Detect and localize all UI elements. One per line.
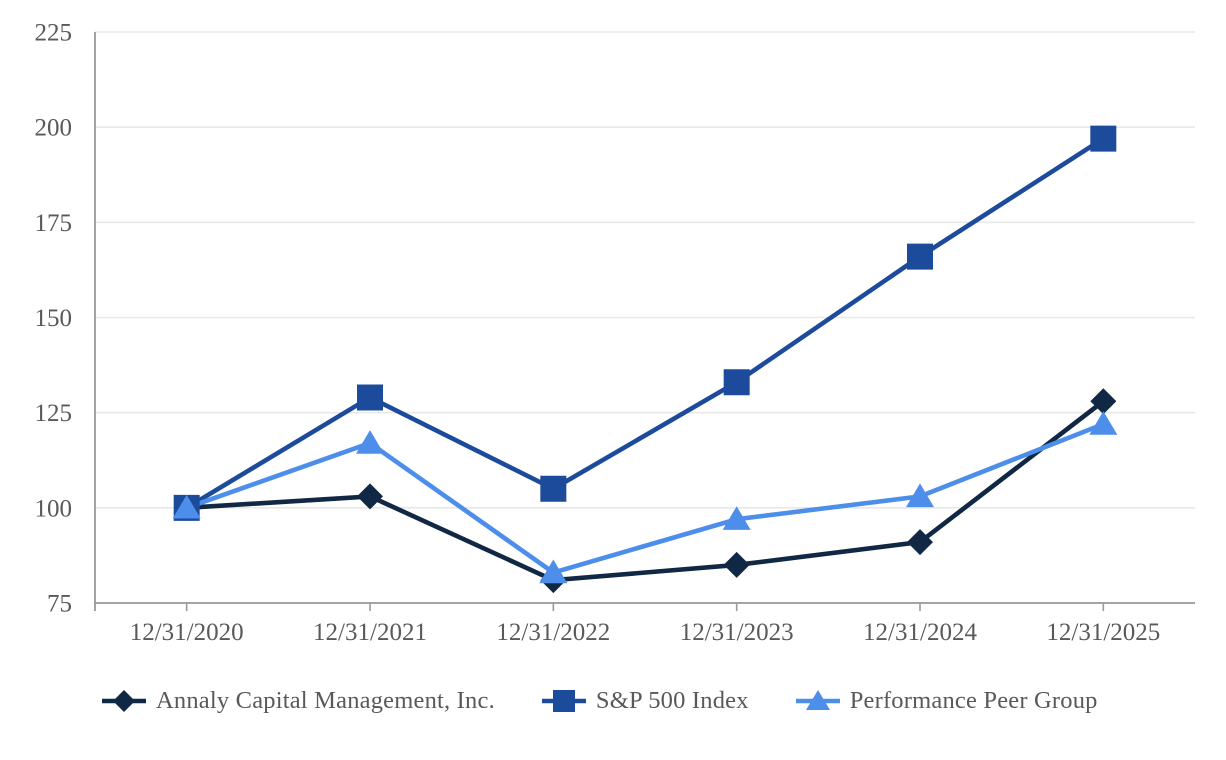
x-tick-label: 12/31/2021 [313,619,427,646]
legend-item-annaly: Annaly Capital Management, Inc. [101,686,495,716]
x-tick-label: 12/31/2022 [496,619,610,646]
chart-legend: Annaly Capital Management, Inc. S&P 500 … [101,686,1098,716]
data-point-marker [540,475,567,502]
legend-label-annaly: Annaly Capital Management, Inc. [156,687,495,714]
y-tick-label: 200 [35,115,73,142]
legend-label-peer-group: Performance Peer Group [849,687,1098,714]
data-point-marker [722,506,751,530]
legend-item-sp500: S&P 500 Index [541,686,749,716]
series-line [185,421,1105,576]
y-tick-label: 125 [35,400,73,427]
y-tick-label: 150 [35,305,73,332]
x-tick-label: 12/31/2020 [130,619,244,646]
data-point-marker [1089,411,1118,435]
data-point-marker [1090,125,1117,152]
x-tick-label: 12/31/2024 [863,619,977,646]
legend-item-peer-group: Performance Peer Group [795,686,1098,716]
y-tick-label: 75 [47,591,72,618]
square-marker-icon [541,686,587,716]
y-tick-label: 225 [35,20,73,47]
y-tick-label: 175 [35,210,73,237]
y-tick-label: 100 [35,495,73,522]
legend-label-sp500: S&P 500 Index [595,687,749,714]
series-line [185,136,1105,510]
data-point-marker [906,483,934,508]
triangle-legend-glyph [795,690,840,711]
data-point-marker [907,243,933,270]
triangle-marker-icon [795,686,841,716]
diamond-marker-icon [101,686,147,716]
diamond-legend-glyph [102,690,146,712]
data-point-marker [357,384,383,411]
data-point-marker [539,559,568,584]
data-point-marker [357,483,383,510]
data-point-marker [723,369,750,396]
x-tick-label: 12/31/2025 [1046,619,1160,646]
data-point-marker [1090,388,1117,415]
data-point-marker [172,494,201,519]
data-point-marker [723,551,750,578]
data-point-marker [356,430,384,454]
performance-chart-svg: 75 100 125 150 175 200 225 12/31/2020 12/31/2021… [35,20,1195,646]
data-point-marker [907,529,933,556]
square-legend-glyph [541,690,586,712]
x-tick-label: 12/31/2023 [680,619,794,646]
series-line [186,399,1105,583]
